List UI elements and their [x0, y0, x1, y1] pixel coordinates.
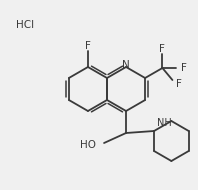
Text: HCl: HCl	[16, 20, 34, 30]
Text: F: F	[159, 44, 165, 54]
Text: F: F	[176, 79, 182, 89]
Text: F: F	[85, 41, 91, 51]
Text: N: N	[122, 60, 130, 70]
Text: HO: HO	[80, 140, 96, 150]
Text: F: F	[181, 63, 187, 73]
Text: NH: NH	[157, 118, 172, 128]
